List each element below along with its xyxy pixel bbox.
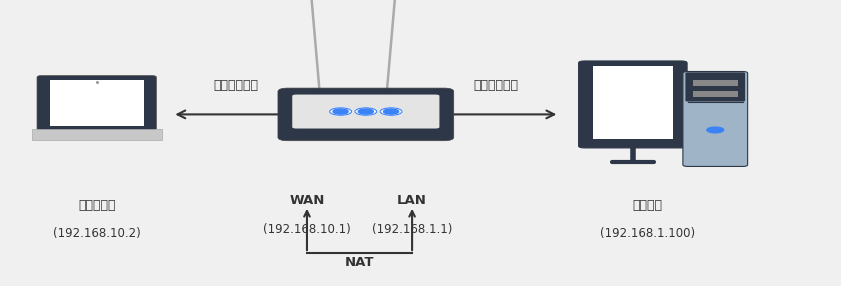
FancyBboxPatch shape	[685, 72, 745, 102]
Text: 千兆网线连接: 千兆网线连接	[473, 79, 519, 92]
Text: (192.168.10.1): (192.168.10.1)	[263, 223, 351, 236]
Circle shape	[380, 108, 402, 115]
Circle shape	[383, 109, 399, 114]
Circle shape	[358, 109, 373, 114]
FancyBboxPatch shape	[293, 95, 439, 128]
FancyBboxPatch shape	[278, 88, 454, 141]
Text: 测速笔记本: 测速笔记本	[78, 199, 115, 212]
Text: NAT: NAT	[345, 256, 374, 269]
Circle shape	[333, 109, 348, 114]
FancyBboxPatch shape	[593, 66, 673, 139]
Text: WAN: WAN	[289, 194, 325, 207]
FancyBboxPatch shape	[37, 76, 156, 130]
Text: LAN: LAN	[397, 194, 427, 207]
Circle shape	[330, 108, 352, 115]
FancyBboxPatch shape	[579, 61, 687, 148]
FancyBboxPatch shape	[693, 80, 738, 86]
Circle shape	[355, 108, 377, 115]
FancyBboxPatch shape	[32, 129, 161, 140]
Text: 千兆网线连接: 千兆网线连接	[213, 79, 258, 92]
Text: (192.168.1.100): (192.168.1.100)	[600, 227, 696, 240]
Text: 测速主机: 测速主机	[632, 199, 663, 212]
FancyBboxPatch shape	[683, 72, 748, 166]
Circle shape	[706, 127, 723, 133]
Text: (192.168.10.2): (192.168.10.2)	[53, 227, 140, 240]
FancyBboxPatch shape	[693, 91, 738, 97]
Text: (192.168.1.1): (192.168.1.1)	[372, 223, 452, 236]
FancyBboxPatch shape	[50, 80, 144, 126]
